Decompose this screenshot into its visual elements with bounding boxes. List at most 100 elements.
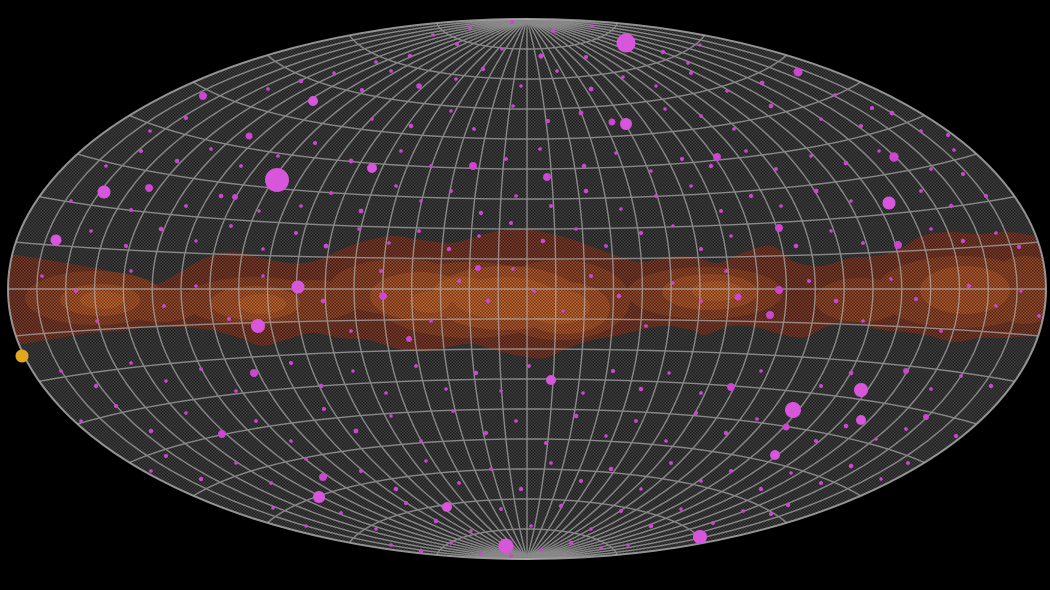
source-dot [254, 419, 258, 423]
source-dot [848, 370, 854, 376]
source-dot [95, 319, 99, 323]
source-dot [289, 439, 293, 443]
source-dot [614, 151, 618, 155]
source-dot [79, 419, 83, 423]
source-dot [209, 147, 213, 151]
source-dot [229, 224, 233, 228]
source-dot [604, 434, 608, 438]
source-dot [654, 84, 658, 88]
source-dot [854, 383, 868, 397]
source-dot [574, 227, 578, 231]
source-dot [174, 158, 180, 164]
source-dot [889, 110, 895, 116]
source-dot [568, 540, 574, 546]
source-dot [349, 329, 353, 333]
source-dot [475, 265, 481, 271]
source-dot [518, 486, 524, 492]
source-dot [389, 543, 393, 547]
source-dot [833, 298, 839, 304]
parallel-line [193, 438, 861, 497]
source-dot [748, 193, 754, 199]
source-dot [814, 439, 818, 443]
source-dot [741, 509, 745, 513]
source-dot [164, 454, 168, 458]
parallel-line [129, 408, 925, 464]
source-dot [877, 149, 881, 153]
source-dot [807, 279, 811, 283]
source-dot [679, 507, 683, 511]
source-dot [578, 110, 584, 116]
source-dot [339, 511, 343, 515]
source-dot [444, 387, 448, 391]
source-dot [959, 374, 963, 378]
source-dot [164, 379, 168, 383]
source-dot [406, 336, 412, 342]
source-dot [148, 129, 152, 133]
source-dot [644, 324, 648, 328]
source-dot [543, 173, 551, 181]
source-dot [261, 247, 265, 251]
source-dot [939, 329, 943, 333]
source-dot [298, 78, 304, 84]
source-dot [271, 506, 275, 510]
source-dot [546, 375, 556, 385]
source-dot [589, 274, 593, 278]
source-dot [145, 184, 153, 192]
source-dot [558, 503, 564, 509]
source-dot [384, 391, 388, 395]
source-dot [414, 364, 418, 368]
source-dot [348, 158, 354, 164]
source-dot [227, 317, 231, 321]
source-dot [711, 521, 715, 525]
source-dot [699, 299, 703, 303]
coordinate-grid [8, 18, 1046, 560]
source-dot [848, 463, 854, 469]
source-dot [581, 163, 587, 169]
source-dot [725, 89, 729, 93]
source-dot [621, 75, 625, 79]
source-dot [485, 298, 491, 304]
source-dot [952, 148, 956, 152]
source-dot [424, 459, 428, 463]
source-dot [667, 371, 671, 375]
source-dot [774, 167, 778, 171]
source-dot [114, 404, 118, 408]
projection-boundary [7, 18, 1047, 560]
source-dot [699, 247, 703, 251]
source-dot [770, 450, 780, 460]
source-dot [308, 96, 318, 106]
source-dot [104, 164, 108, 168]
source-dot [374, 527, 378, 531]
source-dot [245, 132, 253, 140]
source-dot [234, 389, 238, 393]
source-dot [500, 47, 504, 51]
source-dot [620, 118, 632, 130]
source-dot [540, 238, 546, 244]
source-dot [894, 241, 902, 249]
source-dot [906, 461, 910, 465]
source-dot [946, 133, 950, 137]
source-dot [124, 244, 128, 248]
parallel-line [436, 528, 618, 556]
source-dot [549, 204, 553, 208]
source-dot [332, 71, 336, 75]
source-dot [581, 391, 585, 395]
source-dot [389, 414, 393, 418]
source-dot [89, 229, 93, 233]
source-dot [97, 185, 111, 199]
source-dot [769, 512, 773, 516]
highlighted-source-dot [15, 349, 29, 363]
source-dot [429, 164, 433, 168]
source-dot [261, 274, 265, 278]
source-dot [903, 368, 909, 374]
source-dot [693, 530, 707, 544]
source-dot [510, 20, 514, 24]
source-dot [266, 87, 270, 91]
source-dot [304, 457, 308, 461]
source-dot [729, 234, 733, 238]
source-dot [664, 439, 668, 443]
source-dot [914, 297, 918, 301]
source-dot [417, 229, 421, 233]
source-dot [538, 147, 542, 151]
source-dot [291, 280, 305, 294]
